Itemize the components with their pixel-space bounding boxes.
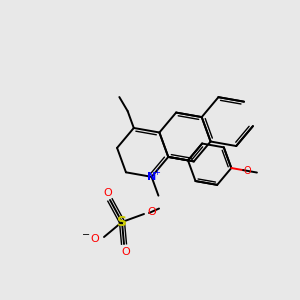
Text: O: O	[103, 188, 112, 198]
Text: O: O	[91, 234, 99, 244]
Text: O: O	[243, 166, 251, 176]
Text: −: −	[82, 230, 90, 240]
Text: N: N	[147, 172, 156, 182]
Text: O: O	[148, 207, 156, 217]
Text: O: O	[122, 247, 130, 257]
Text: +: +	[154, 168, 160, 177]
Text: S: S	[117, 215, 127, 229]
